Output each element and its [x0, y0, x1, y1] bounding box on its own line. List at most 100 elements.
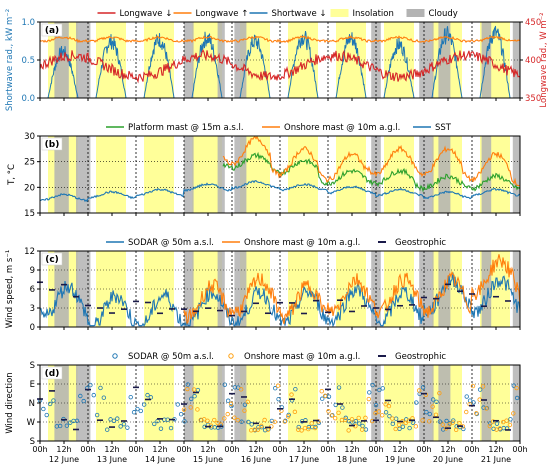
legend-label: Insolation — [353, 9, 394, 19]
wind-direction-point-0 — [511, 383, 516, 388]
x-tick-label: 12h — [56, 445, 71, 454]
cloudy-band — [54, 136, 69, 213]
wind-direction-point-0 — [474, 411, 479, 417]
wind-direction-point-1 — [272, 419, 277, 425]
legend-label: Longwave ↓ — [120, 9, 173, 19]
wind-direction-point-1 — [487, 423, 492, 429]
wind-direction-point-1 — [427, 419, 432, 424]
wind-direction-point-0 — [51, 398, 56, 403]
y-tick-label: 3 — [30, 304, 35, 314]
wind-direction-point-1 — [289, 392, 294, 397]
wind-direction-point-1 — [225, 411, 230, 417]
wind-direction-point-1 — [511, 411, 516, 416]
wind-direction-point-0 — [508, 417, 513, 422]
wind-direction-point-1 — [309, 421, 314, 426]
y-tick-label-right: 350 — [525, 94, 541, 104]
x-day-label: 16 June — [241, 455, 271, 464]
wind-direction-point-0 — [373, 402, 379, 408]
cloudy-band — [234, 136, 247, 213]
wind-direction-point-0 — [121, 421, 127, 427]
y-tick-label: 6 — [30, 285, 35, 295]
x-day-label: 19 June — [385, 455, 415, 464]
wind-direction-point-1 — [413, 424, 419, 429]
panel-label: (d) — [45, 369, 60, 379]
wind-direction-point-0 — [182, 419, 187, 424]
wind-direction-point-1 — [396, 422, 402, 427]
x-tick-label: 12h — [200, 445, 215, 454]
wind-direction-point-0 — [387, 413, 392, 419]
y-tick-label-right: 450 — [525, 18, 541, 28]
cloudy-band — [184, 22, 194, 98]
legend-label: Shortwave ↓ — [272, 9, 327, 19]
longwave-up-series-line — [39, 35, 521, 44]
y-tick-label-right: 400 — [525, 56, 541, 66]
wind-direction-point-0 — [491, 426, 496, 432]
wind-direction-point-1 — [181, 407, 187, 412]
wind-direction-point-0 — [414, 400, 419, 405]
wind-direction-point-0 — [296, 424, 301, 430]
wind-direction-point-1 — [299, 428, 304, 433]
wind-direction-point-0 — [141, 402, 147, 407]
wind-direction-point-0 — [158, 426, 164, 431]
wind-direction-point-0 — [343, 415, 348, 421]
wind-direction-point-0 — [357, 421, 362, 426]
y-tick-label: 9 — [30, 266, 35, 276]
wind-direction-point-0 — [168, 425, 174, 431]
wind-direction-point-1 — [333, 415, 338, 421]
legend-label: Longwave ↑ — [196, 9, 249, 19]
wind-direction-point-0 — [494, 421, 500, 426]
wind-direction-point-0 — [178, 412, 184, 417]
wind-direction-point-0 — [377, 387, 382, 393]
panel-b: 15 20 25 30 T, °C (b) Platform mast @ 15m a.s.… — [7, 123, 521, 219]
legend-label: Onshore mast @ 10m a.g.l. — [244, 352, 360, 362]
cloudy-band — [512, 136, 520, 213]
wind-direction-point-0 — [98, 385, 103, 391]
cloudy-band — [481, 251, 492, 327]
wind-direction-point-0 — [115, 416, 120, 421]
wind-direction-point-1 — [255, 427, 261, 432]
wind-direction-point-0 — [427, 411, 432, 417]
y-tick-label: 30 — [24, 132, 35, 142]
legend-label: Cloudy — [429, 9, 458, 19]
insolation-band — [96, 136, 126, 213]
wind-direction-point-0 — [336, 385, 342, 390]
cloudy-band — [481, 136, 492, 213]
wind-direction-point-0 — [461, 426, 466, 432]
wind-direction-point-0 — [64, 423, 70, 428]
wind-direction-point-0 — [434, 399, 439, 404]
temperature-series-line-1 — [222, 135, 521, 187]
x-tick-label: 12h — [344, 445, 359, 454]
y-axis-label: Wind speed, m s⁻¹ — [5, 250, 15, 328]
wind-direction-point-1 — [464, 409, 469, 415]
cloudy-band — [512, 365, 520, 441]
cloudy-band — [217, 136, 225, 213]
wind-direction-point-1 — [212, 417, 217, 423]
legend-swatch — [406, 9, 425, 17]
wind-direction-point-1 — [484, 406, 489, 411]
wind-direction-point-1 — [336, 410, 341, 415]
y-tick-label: 0 — [30, 323, 35, 333]
wind-direction-point-1 — [285, 414, 291, 419]
y-tick-label: 1.0 — [21, 18, 35, 28]
wind-direction-point-0 — [47, 401, 53, 407]
wind-direction-point-0 — [225, 398, 231, 403]
x-tick-label: 12h — [104, 445, 119, 454]
x-day-label: 15 June — [193, 455, 223, 464]
wind-direction-point-1 — [205, 418, 210, 423]
wind-direction-point-0 — [320, 396, 325, 401]
x-day-label: 17 June — [289, 455, 319, 464]
wind-direction-point-1 — [346, 428, 351, 433]
y-tick-label: E — [30, 380, 35, 390]
wind-direction-point-1 — [312, 425, 318, 431]
wind-direction-point-0 — [390, 421, 395, 427]
wind-direction-point-0 — [44, 412, 49, 418]
wind-direction-point-1 — [504, 418, 509, 423]
wind-direction-point-1 — [245, 399, 251, 405]
y-axis-label-right: Longwave rad., W m⁻² — [539, 12, 549, 107]
legend-label: Onshore mast @ 10m a.g.l. — [284, 123, 400, 133]
legend-label: Onshore mast @ 10m a.g.l. — [244, 238, 360, 248]
insolation-band — [336, 136, 366, 213]
wind-direction-point-0 — [175, 402, 180, 407]
cloudy-band — [512, 22, 520, 98]
cloudy-band — [419, 136, 434, 213]
